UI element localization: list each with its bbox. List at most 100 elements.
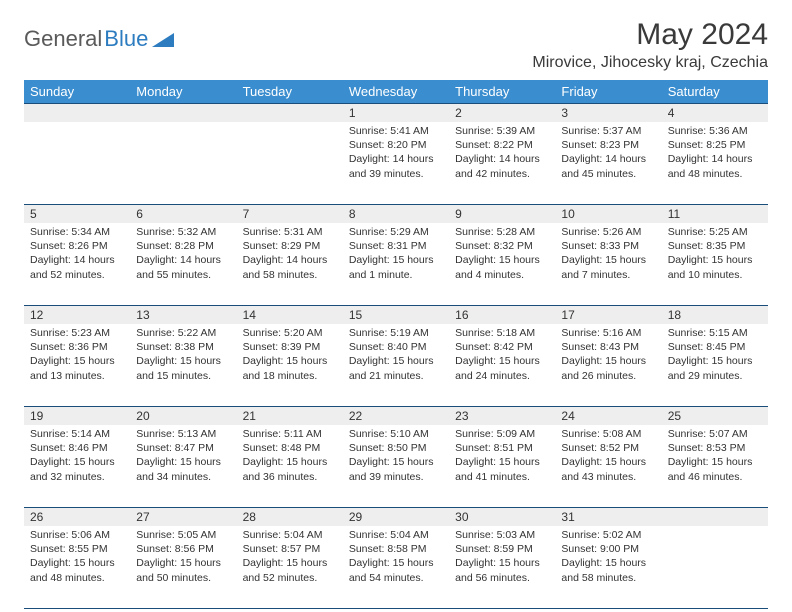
day-number: 22 bbox=[343, 406, 449, 425]
daylight-line: Daylight: 15 hours and 39 minutes. bbox=[349, 455, 443, 483]
brand-triangle-icon bbox=[152, 31, 174, 47]
day-data: Sunrise: 5:20 AMSunset: 8:39 PMDaylight:… bbox=[237, 324, 343, 389]
day-cell: Sunrise: 5:10 AMSunset: 8:50 PMDaylight:… bbox=[343, 425, 449, 507]
day-number: 4 bbox=[662, 103, 768, 122]
sunset-line: Sunset: 8:32 PM bbox=[455, 239, 549, 253]
sunrise-line: Sunrise: 5:07 AM bbox=[668, 427, 762, 441]
day-data: Sunrise: 5:02 AMSunset: 9:00 PMDaylight:… bbox=[555, 526, 661, 591]
sunrise-line: Sunrise: 5:36 AM bbox=[668, 124, 762, 138]
day-number: 11 bbox=[662, 204, 768, 223]
sunrise-line: Sunrise: 5:25 AM bbox=[668, 225, 762, 239]
day-number: 3 bbox=[555, 103, 661, 122]
day-number: 29 bbox=[343, 507, 449, 526]
daylight-line: Daylight: 15 hours and 43 minutes. bbox=[561, 455, 655, 483]
sunset-line: Sunset: 8:51 PM bbox=[455, 441, 549, 455]
sunset-line: Sunset: 8:20 PM bbox=[349, 138, 443, 152]
daylight-line: Daylight: 15 hours and 50 minutes. bbox=[136, 556, 230, 584]
sunset-line: Sunset: 9:00 PM bbox=[561, 542, 655, 556]
day-number bbox=[24, 103, 130, 122]
day-cell: Sunrise: 5:37 AMSunset: 8:23 PMDaylight:… bbox=[555, 122, 661, 204]
daylight-line: Daylight: 15 hours and 54 minutes. bbox=[349, 556, 443, 584]
sunrise-line: Sunrise: 5:41 AM bbox=[349, 124, 443, 138]
day-data: Sunrise: 5:08 AMSunset: 8:52 PMDaylight:… bbox=[555, 425, 661, 490]
sunrise-line: Sunrise: 5:19 AM bbox=[349, 326, 443, 340]
day-data: Sunrise: 5:25 AMSunset: 8:35 PMDaylight:… bbox=[662, 223, 768, 288]
day-cell bbox=[237, 122, 343, 204]
week-row: Sunrise: 5:06 AMSunset: 8:55 PMDaylight:… bbox=[24, 526, 768, 608]
day-cell: Sunrise: 5:25 AMSunset: 8:35 PMDaylight:… bbox=[662, 223, 768, 305]
day-data: Sunrise: 5:34 AMSunset: 8:26 PMDaylight:… bbox=[24, 223, 130, 288]
daylight-line: Daylight: 14 hours and 52 minutes. bbox=[30, 253, 124, 281]
day-cell: Sunrise: 5:23 AMSunset: 8:36 PMDaylight:… bbox=[24, 324, 130, 406]
day-number: 18 bbox=[662, 305, 768, 324]
day-data: Sunrise: 5:28 AMSunset: 8:32 PMDaylight:… bbox=[449, 223, 555, 288]
day-cell: Sunrise: 5:39 AMSunset: 8:22 PMDaylight:… bbox=[449, 122, 555, 204]
day-number: 10 bbox=[555, 204, 661, 223]
day-number: 6 bbox=[130, 204, 236, 223]
day-data: Sunrise: 5:07 AMSunset: 8:53 PMDaylight:… bbox=[662, 425, 768, 490]
sunset-line: Sunset: 8:50 PM bbox=[349, 441, 443, 455]
daylight-line: Daylight: 15 hours and 10 minutes. bbox=[668, 253, 762, 281]
sunset-line: Sunset: 8:22 PM bbox=[455, 138, 549, 152]
day-data: Sunrise: 5:22 AMSunset: 8:38 PMDaylight:… bbox=[130, 324, 236, 389]
sunrise-line: Sunrise: 5:09 AM bbox=[455, 427, 549, 441]
day-number: 14 bbox=[237, 305, 343, 324]
sunrise-line: Sunrise: 5:31 AM bbox=[243, 225, 337, 239]
day-number: 23 bbox=[449, 406, 555, 425]
brand-part2: Blue bbox=[104, 26, 148, 52]
day-cell: Sunrise: 5:14 AMSunset: 8:46 PMDaylight:… bbox=[24, 425, 130, 507]
sunset-line: Sunset: 8:57 PM bbox=[243, 542, 337, 556]
sunset-line: Sunset: 8:59 PM bbox=[455, 542, 549, 556]
day-number: 7 bbox=[237, 204, 343, 223]
day-number: 27 bbox=[130, 507, 236, 526]
sunrise-line: Sunrise: 5:13 AM bbox=[136, 427, 230, 441]
daylight-line: Daylight: 15 hours and 32 minutes. bbox=[30, 455, 124, 483]
week-row: Sunrise: 5:41 AMSunset: 8:20 PMDaylight:… bbox=[24, 122, 768, 204]
day-data: Sunrise: 5:06 AMSunset: 8:55 PMDaylight:… bbox=[24, 526, 130, 591]
day-cell: Sunrise: 5:02 AMSunset: 9:00 PMDaylight:… bbox=[555, 526, 661, 608]
day-data: Sunrise: 5:26 AMSunset: 8:33 PMDaylight:… bbox=[555, 223, 661, 288]
day-number: 26 bbox=[24, 507, 130, 526]
sunrise-line: Sunrise: 5:05 AM bbox=[136, 528, 230, 542]
day-data: Sunrise: 5:39 AMSunset: 8:22 PMDaylight:… bbox=[449, 122, 555, 187]
sunrise-line: Sunrise: 5:29 AM bbox=[349, 225, 443, 239]
daylight-line: Daylight: 14 hours and 55 minutes. bbox=[136, 253, 230, 281]
day-data: Sunrise: 5:19 AMSunset: 8:40 PMDaylight:… bbox=[343, 324, 449, 389]
week-row: Sunrise: 5:23 AMSunset: 8:36 PMDaylight:… bbox=[24, 324, 768, 406]
sunset-line: Sunset: 8:55 PM bbox=[30, 542, 124, 556]
day-data: Sunrise: 5:32 AMSunset: 8:28 PMDaylight:… bbox=[130, 223, 236, 288]
day-data: Sunrise: 5:13 AMSunset: 8:47 PMDaylight:… bbox=[130, 425, 236, 490]
day-number: 15 bbox=[343, 305, 449, 324]
calendar: Sunday Monday Tuesday Wednesday Thursday… bbox=[24, 80, 768, 609]
weekday-label: Saturday bbox=[662, 80, 768, 103]
header: GeneralBlue May 2024 Mirovice, Jihocesky… bbox=[24, 18, 768, 72]
day-cell: Sunrise: 5:29 AMSunset: 8:31 PMDaylight:… bbox=[343, 223, 449, 305]
day-cell bbox=[662, 526, 768, 608]
daylight-line: Daylight: 15 hours and 26 minutes. bbox=[561, 354, 655, 382]
daylight-line: Daylight: 15 hours and 15 minutes. bbox=[136, 354, 230, 382]
day-cell bbox=[24, 122, 130, 204]
daylight-line: Daylight: 14 hours and 39 minutes. bbox=[349, 152, 443, 180]
sunrise-line: Sunrise: 5:20 AM bbox=[243, 326, 337, 340]
sunrise-line: Sunrise: 5:15 AM bbox=[668, 326, 762, 340]
day-data: Sunrise: 5:31 AMSunset: 8:29 PMDaylight:… bbox=[237, 223, 343, 288]
weekday-label: Wednesday bbox=[343, 80, 449, 103]
sunset-line: Sunset: 8:23 PM bbox=[561, 138, 655, 152]
sunset-line: Sunset: 8:31 PM bbox=[349, 239, 443, 253]
day-number: 17 bbox=[555, 305, 661, 324]
weekday-label: Thursday bbox=[449, 80, 555, 103]
sunset-line: Sunset: 8:52 PM bbox=[561, 441, 655, 455]
day-cell: Sunrise: 5:08 AMSunset: 8:52 PMDaylight:… bbox=[555, 425, 661, 507]
day-number: 16 bbox=[449, 305, 555, 324]
sunrise-line: Sunrise: 5:11 AM bbox=[243, 427, 337, 441]
daylight-line: Daylight: 15 hours and 52 minutes. bbox=[243, 556, 337, 584]
day-cell: Sunrise: 5:19 AMSunset: 8:40 PMDaylight:… bbox=[343, 324, 449, 406]
daylight-line: Daylight: 15 hours and 29 minutes. bbox=[668, 354, 762, 382]
day-data: Sunrise: 5:41 AMSunset: 8:20 PMDaylight:… bbox=[343, 122, 449, 187]
sunset-line: Sunset: 8:58 PM bbox=[349, 542, 443, 556]
location-label: Mirovice, Jihocesky kraj, Czechia bbox=[532, 54, 768, 72]
sunrise-line: Sunrise: 5:23 AM bbox=[30, 326, 124, 340]
day-cell: Sunrise: 5:03 AMSunset: 8:59 PMDaylight:… bbox=[449, 526, 555, 608]
sunrise-line: Sunrise: 5:18 AM bbox=[455, 326, 549, 340]
daylight-line: Daylight: 15 hours and 46 minutes. bbox=[668, 455, 762, 483]
